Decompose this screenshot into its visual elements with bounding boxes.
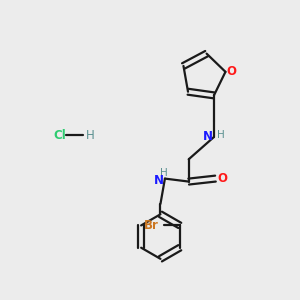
Text: N: N: [202, 130, 212, 143]
Text: H: H: [217, 130, 224, 140]
Text: Cl: Cl: [53, 129, 66, 142]
Text: N: N: [153, 174, 164, 187]
Text: Br: Br: [143, 219, 158, 232]
Text: H: H: [160, 168, 167, 178]
Text: O: O: [226, 65, 236, 78]
Text: O: O: [217, 172, 227, 185]
Text: H: H: [86, 129, 95, 142]
